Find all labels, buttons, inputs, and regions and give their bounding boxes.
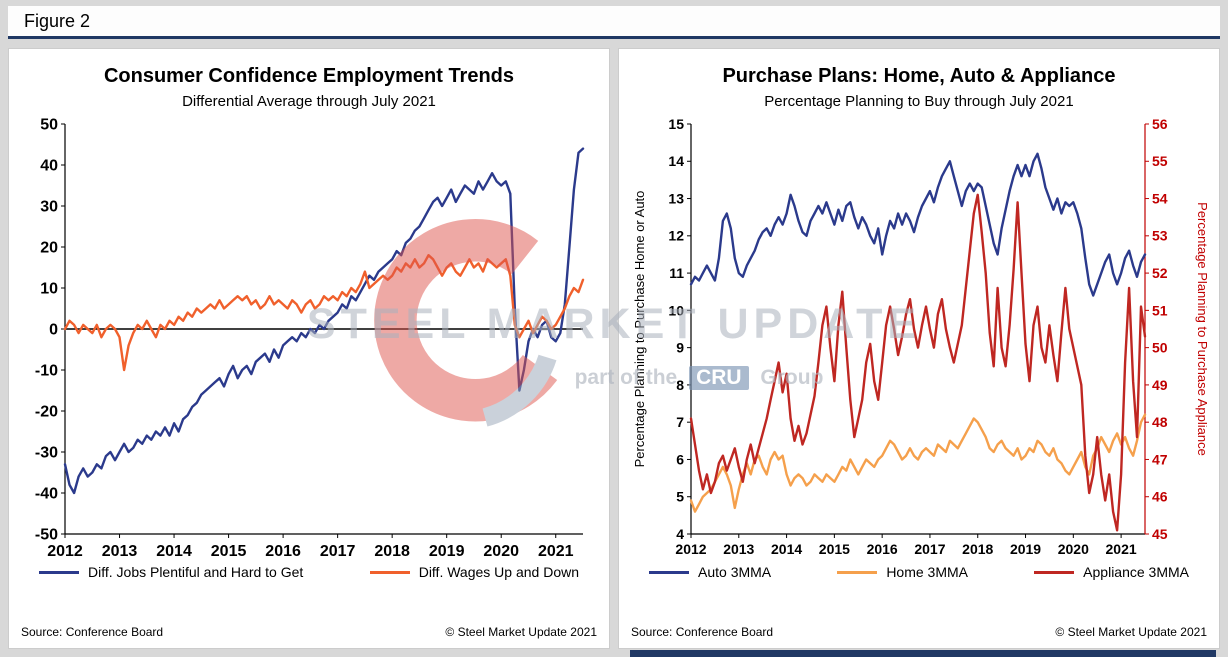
y2-tick-label: 49 [1152,377,1168,393]
y-tick-label: 0 [49,322,58,339]
x-tick-label: 2014 [771,541,802,557]
y2-tick-label: 55 [1152,153,1168,169]
y-tick-label: 10 [40,281,58,298]
y-tick-label: 13 [668,190,684,206]
y2-tick-label: 50 [1152,340,1168,356]
panel-footer: Source: Conference Board © Steel Market … [619,617,1219,648]
y-tick-label: -30 [35,445,58,462]
legend-label: Diff. Wages Up and Down [418,564,579,580]
series-auto-3mma [689,152,1147,297]
x-tick-label: 2019 [1010,541,1041,557]
y-tick-label: 40 [40,158,58,175]
source-text: Source: Conference Board [631,625,774,639]
copyright-text: © Steel Market Update 2021 [445,625,597,639]
legend-item: Diff. Wages Up and Down [369,564,579,580]
legend-line-swatch [649,570,689,574]
y-tick-label: 12 [668,228,684,244]
x-tick-label: 2017 [320,543,356,560]
x-tick-label: 2018 [962,541,993,557]
y2-tick-label: 51 [1152,302,1168,318]
y-tick-label: 10 [668,302,684,318]
y-tick-label: 15 [668,116,684,132]
legend-line-swatch [39,570,79,574]
y2-tick-label: 52 [1152,265,1168,281]
x-tick-label: 2013 [723,541,754,557]
y-tick-label: 30 [40,199,58,216]
series-diff-jobs-plentiful-and-hard-to-get [63,147,585,495]
y-tick-label: 9 [676,340,684,356]
y-tick-label: -10 [35,363,58,380]
y2-tick-label: 46 [1152,489,1168,505]
purchase-plans-panel: Purchase Plans: Home, Auto & Appliance P… [618,48,1220,649]
y-tick-label: 11 [669,265,684,281]
figure-header: Figure 2 [8,6,1220,39]
legend-label: Auto 3MMA [698,564,772,580]
x-tick-label: 2014 [156,543,192,560]
x-tick-label: 2018 [374,543,410,560]
legend-label: Home 3MMA [886,564,968,580]
y2-tick-label: 45 [1152,526,1168,542]
y-tick-label: 6 [676,451,684,467]
y-tick-label: -20 [35,404,58,421]
legend-item: Auto 3MMA [649,564,771,580]
y-tick-label: 4 [676,526,684,542]
legend-line-swatch [369,570,410,574]
y-tick-label: 8 [676,377,684,393]
y-tick-label: -50 [35,527,58,544]
y-tick-label: 50 [40,117,58,134]
legend-item: Home 3MMA [837,564,968,580]
employment-trends-panel: Consumer Confidence Employment Trends Di… [8,48,610,649]
panel-footer: Source: Conference Board © Steel Market … [9,617,609,648]
copyright-text: © Steel Market Update 2021 [1055,625,1207,639]
chart-title: Consumer Confidence Employment Trends [103,65,515,87]
employment-trends-chart: -50 -40 -30 -20 -10 0 10 20 30 40 50 2012 2013 2014 20… [35,117,585,560]
x-tick-label: 2021 [538,543,574,560]
y2-tick-label: 53 [1152,228,1168,244]
series-appliance-3mma [689,193,1147,532]
y-tick-label: 14 [668,153,684,169]
y2-tick-label: 56 [1152,116,1168,132]
figure-label: Figure 2 [24,10,91,31]
y2-tick-label: 48 [1152,414,1168,430]
x-tick-label: 2016 [265,543,301,560]
y-tick-label: 5 [676,489,684,505]
legend-item: Appliance 3MMA [1034,564,1189,580]
x-tick-label: 2020 [483,543,519,560]
series-diff-wages-up-and-down [63,253,585,372]
y2-axis-title: Percentage Planning to Purchase Applianc… [1195,202,1207,456]
y-tick-label: -40 [35,486,58,503]
x-tick-label: 2012 [47,543,83,560]
x-tick-label: 2020 [1058,541,1089,557]
x-tick-label: 2012 [675,541,706,557]
x-tick-label: 2021 [1106,541,1137,557]
chart-title: Purchase Plans: Home, Auto & Appliance [722,65,1116,87]
y2-tick-label: 47 [1152,451,1168,467]
legend-label: Diff. Jobs Plentiful and Hard to Get [88,564,304,580]
chart-legend: Auto 3MMA Home 3MMA Appliance 3MMA [619,564,1219,580]
legend-line-swatch [837,570,878,574]
y-tick-label: 7 [676,414,684,430]
y-axis-title: Percentage Planning to Purchase Home or … [632,191,647,468]
legend-line-swatch [1034,570,1075,574]
purchase-plans-chart: 4567891011121314154546474849505152535455… [632,116,1207,557]
source-text: Source: Conference Board [21,625,164,639]
x-tick-label: 2019 [429,543,465,560]
bottom-bar [630,650,1216,657]
chart-subtitle: Percentage Planning to Buy through July … [764,93,1074,110]
x-tick-label: 2016 [867,541,898,557]
legend-item: Diff. Jobs Plentiful and Hard to Get [39,564,303,580]
x-tick-label: 2017 [914,541,945,557]
chart-legend: Diff. Jobs Plentiful and Hard to Get Diff… [9,564,609,580]
x-tick-label: 2013 [102,543,138,560]
y2-tick-label: 54 [1152,190,1168,206]
series-home-3mma [689,413,1147,513]
chart-subtitle: Differential Average through July 2021 [182,93,436,110]
y-tick-label: 20 [40,240,58,257]
charts-row: Consumer Confidence Employment Trends Di… [8,48,1220,649]
x-tick-label: 2015 [819,541,850,557]
legend-label: Appliance 3MMA [1083,564,1189,580]
x-tick-label: 2015 [211,543,247,560]
